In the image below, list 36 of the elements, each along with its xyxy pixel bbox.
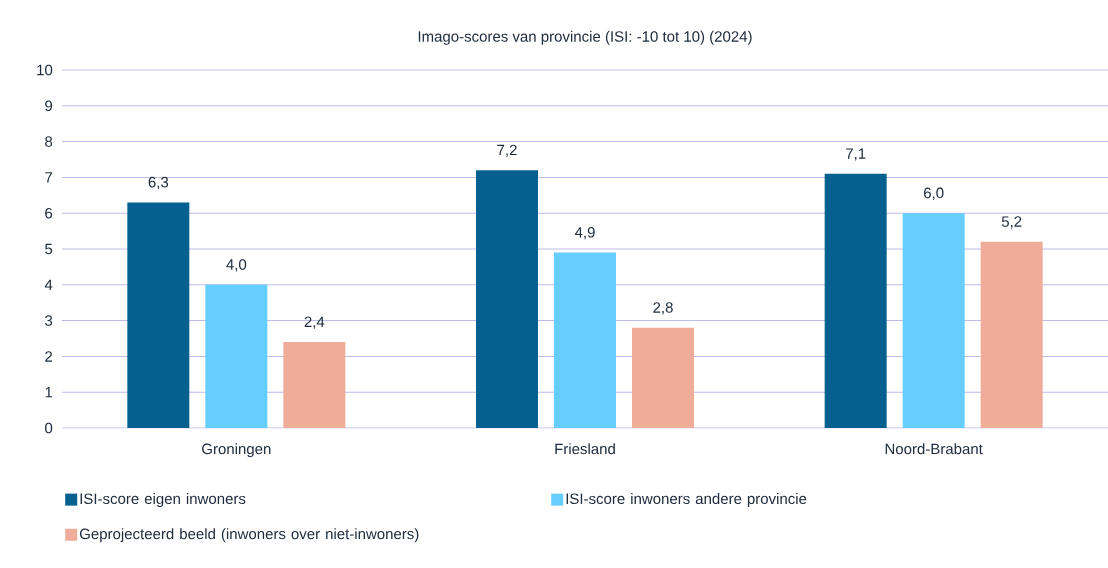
- legend-label: ISI-score eigen inwoners: [80, 493, 246, 508]
- bar: [902, 213, 965, 428]
- data-label: 7,1: [846, 148, 866, 161]
- data-label: 6,0: [924, 187, 944, 200]
- data-label: 4,0: [226, 259, 247, 272]
- y-tick-label: 3: [45, 315, 53, 326]
- bar: [824, 173, 887, 428]
- y-tick-label: 1: [45, 387, 53, 398]
- y-tick-label: 6: [45, 207, 53, 219]
- bar: [476, 170, 538, 428]
- chart-title: Imago-scores van provincie (ISI: -10 tot 10) (2024): [418, 30, 752, 45]
- y-tick-label: 8: [45, 136, 53, 147]
- bar: [127, 202, 190, 428]
- bar: [283, 342, 346, 428]
- data-label: 5,2: [1001, 216, 1022, 229]
- bar: [980, 241, 1043, 428]
- bar: [205, 284, 268, 428]
- legend-label: ISI-score inwoners andere provincie: [566, 493, 807, 508]
- y-tick-label: 2: [45, 351, 53, 362]
- y-tick-label: 7: [45, 172, 53, 183]
- data-label: 2,8: [653, 302, 673, 315]
- data-label: 4,9: [574, 226, 595, 240]
- y-tick-label: 10: [37, 64, 53, 76]
- data-label: 2,4: [304, 316, 325, 329]
- data-label: 6,3: [148, 176, 169, 190]
- x-tick-label: Friesland: [555, 443, 615, 455]
- bar: [554, 252, 616, 428]
- y-tick-label: 9: [45, 100, 53, 112]
- y-tick-label: 5: [45, 243, 53, 255]
- data-label: 7,2: [497, 144, 517, 158]
- x-tick-label: Noord-Brabant: [885, 443, 983, 455]
- y-tick-label: 0: [45, 422, 53, 434]
- y-tick-label: 4: [44, 279, 53, 290]
- legend-label: Geprojecteerd beeld (inwoners over niet-inwoners): [79, 528, 419, 543]
- x-tick-label: Groningen: [202, 443, 271, 458]
- bar: [632, 327, 694, 428]
